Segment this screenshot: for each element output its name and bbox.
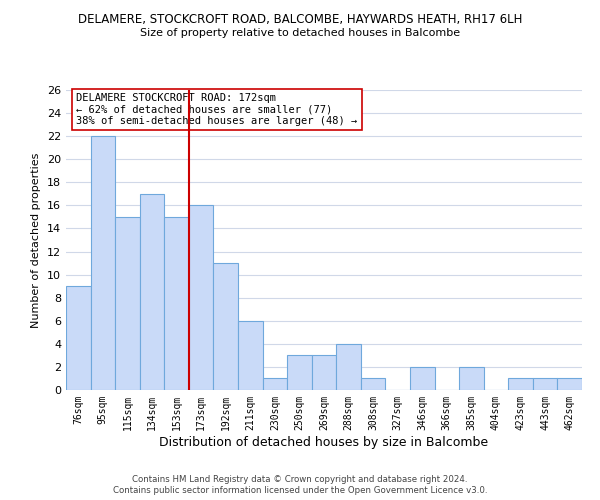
Bar xyxy=(459,367,484,390)
Text: Size of property relative to detached houses in Balcombe: Size of property relative to detached ho… xyxy=(140,28,460,38)
Text: Contains HM Land Registry data © Crown copyright and database right 2024.: Contains HM Land Registry data © Crown c… xyxy=(132,475,468,484)
Bar xyxy=(361,378,385,390)
Bar xyxy=(91,136,115,390)
Bar xyxy=(263,378,287,390)
Y-axis label: Number of detached properties: Number of detached properties xyxy=(31,152,41,328)
Bar xyxy=(336,344,361,390)
Bar xyxy=(140,194,164,390)
Bar xyxy=(287,356,312,390)
Bar xyxy=(238,321,263,390)
Bar xyxy=(66,286,91,390)
Bar xyxy=(214,263,238,390)
Bar xyxy=(508,378,533,390)
Text: DELAMERE, STOCKCROFT ROAD, BALCOMBE, HAYWARDS HEATH, RH17 6LH: DELAMERE, STOCKCROFT ROAD, BALCOMBE, HAY… xyxy=(78,12,522,26)
Bar xyxy=(410,367,434,390)
Bar xyxy=(533,378,557,390)
Bar xyxy=(115,217,140,390)
Bar xyxy=(557,378,582,390)
Bar xyxy=(312,356,336,390)
X-axis label: Distribution of detached houses by size in Balcombe: Distribution of detached houses by size … xyxy=(160,436,488,448)
Text: Contains public sector information licensed under the Open Government Licence v3: Contains public sector information licen… xyxy=(113,486,487,495)
Text: DELAMERE STOCKCROFT ROAD: 172sqm
← 62% of detached houses are smaller (77)
38% o: DELAMERE STOCKCROFT ROAD: 172sqm ← 62% o… xyxy=(76,93,358,126)
Bar xyxy=(189,206,214,390)
Bar xyxy=(164,217,189,390)
